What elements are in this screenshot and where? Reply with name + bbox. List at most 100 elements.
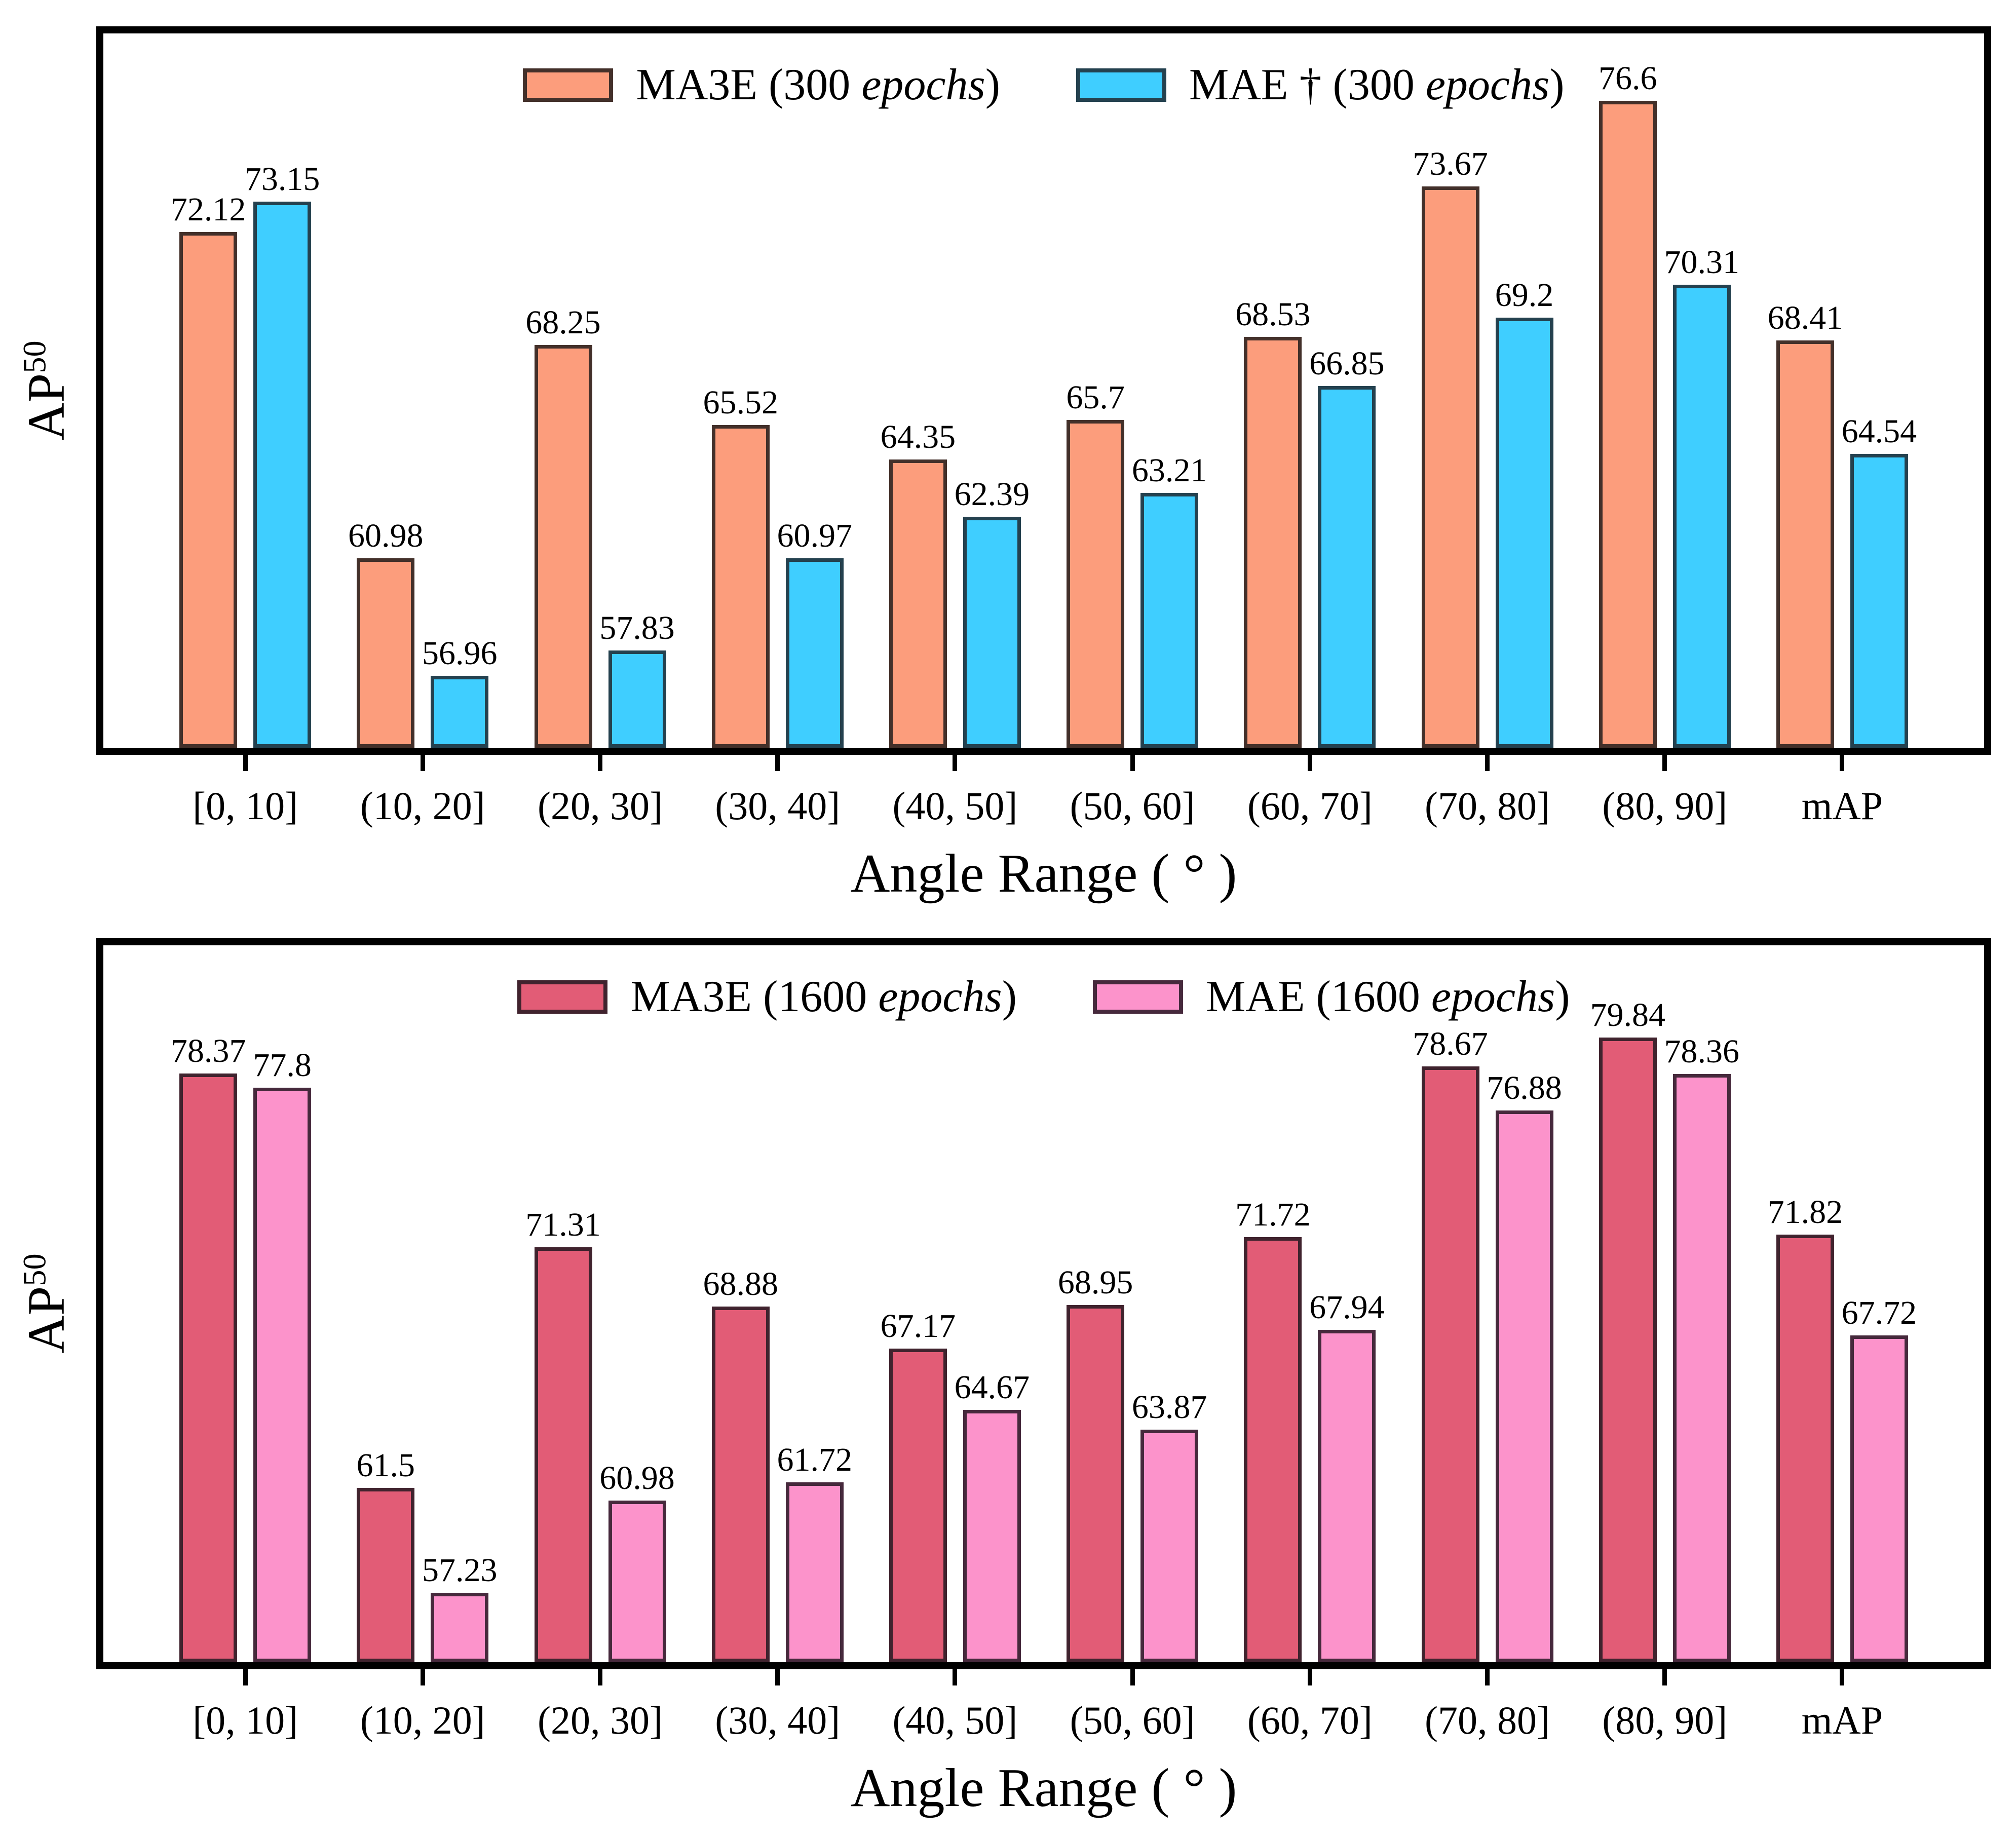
legend-label: MA3E (300 epochs) [636, 60, 1000, 109]
bar: 77.8 [253, 1049, 312, 1662]
bar-value-label: 61.72 [777, 1441, 852, 1479]
x-axis-label: Angle Range ( ° ) [850, 1758, 1237, 1818]
bar: 61.5 [357, 1448, 415, 1662]
legend-item-ma3e: MA3E (300 epochs) [523, 63, 1000, 107]
bar-value-label: 60.97 [777, 517, 852, 555]
y-axis-label: AP50 [16, 1253, 75, 1353]
x-axis-tick-labels: [0, 10] (10, 20] (20, 30] (30, 40] (40, 50] (… [157, 1699, 1931, 1742]
bar: 63.87 [1132, 1391, 1207, 1662]
bar-value-label: 71.31 [525, 1206, 601, 1243]
axis-tick [157, 1669, 334, 1686]
bar-value-label: 77.8 [253, 1047, 312, 1084]
axis-tick [689, 755, 866, 772]
bar-value-label: 68.25 [525, 304, 601, 341]
x-axis-ticks [157, 1669, 1931, 1686]
bar: 67.17 [881, 1310, 956, 1662]
bar: 64.54 [1842, 414, 1917, 748]
bar-value-label: 64.67 [954, 1369, 1030, 1406]
bar-group: 71.31 60.98 [511, 945, 689, 1662]
bar: 66.85 [1309, 347, 1385, 748]
bar: 57.23 [422, 1553, 498, 1662]
x-tick-label: (30, 40] [715, 1698, 841, 1742]
axis-tick [1044, 1669, 1221, 1686]
bar-value-label: 68.41 [1767, 299, 1843, 337]
bar: 60.98 [348, 519, 424, 748]
axis-tick [1044, 755, 1221, 772]
x-tick-label: (40, 50] [892, 1698, 1018, 1742]
bar: 78.36 [1664, 1034, 1739, 1662]
bar: 56.96 [422, 636, 498, 748]
legend: MA3E (300 epochs) MAE † (300 epochs) [103, 63, 1984, 107]
x-tick-label: (70, 80] [1425, 784, 1550, 828]
bar-value-label: 63.87 [1131, 1389, 1207, 1426]
legend-label: MAE (1600 epochs) [1206, 972, 1570, 1021]
bar-group: 68.53 66.85 [1221, 33, 1398, 748]
bar-value-label: 68.88 [703, 1266, 778, 1303]
bar: 71.31 [525, 1208, 601, 1662]
bar-value-label: 66.85 [1309, 345, 1385, 382]
x-tick-label: (10, 20] [360, 1698, 485, 1742]
bar-value-label: 70.31 [1664, 244, 1739, 281]
legend-item-ma3e: MA3E (1600 epochs) [517, 975, 1017, 1019]
bar: 73.67 [1413, 147, 1488, 748]
bar-value-label: 68.95 [1057, 1263, 1133, 1301]
bar: 76.6 [1599, 61, 1657, 748]
y-axis-label-superscript: 50 [16, 340, 53, 373]
bar-value-label: 76.88 [1487, 1069, 1562, 1106]
axis-tick [1576, 755, 1754, 772]
x-tick-label: mAP [1801, 1698, 1883, 1742]
bar: 63.21 [1132, 453, 1207, 748]
bar-groups: 78.37 77.8 61.5 57.23 71.31 60.98 68.88 61.72 67… [157, 945, 1931, 1662]
x-tick-label: [0, 10] [193, 1698, 298, 1742]
bar-value-label: 79.84 [1590, 996, 1665, 1034]
bar-value-label: 61.5 [356, 1446, 415, 1484]
bar: 64.35 [881, 420, 956, 748]
bar: 64.67 [955, 1371, 1030, 1662]
axis-tick [334, 1669, 511, 1686]
bar-value-label: 78.37 [170, 1032, 246, 1070]
bar: 61.72 [777, 1443, 852, 1662]
legend: MA3E (1600 epochs) MAE (1600 epochs) [103, 975, 1984, 1019]
x-tick-label: [0, 10] [193, 784, 298, 828]
y-axis-label-superscript: 50 [16, 1253, 53, 1286]
bar-group: 72.12 73.15 [157, 33, 334, 748]
bar: 62.39 [955, 478, 1030, 748]
y-axis-label-text: AP [17, 373, 75, 441]
x-axis-ticks [157, 755, 1931, 772]
legend-label: MA3E (1600 epochs) [630, 972, 1017, 1021]
bar: 78.37 [171, 1034, 246, 1662]
axis-tick [689, 1669, 866, 1686]
bar-value-label: 71.82 [1767, 1193, 1843, 1231]
axis-tick [1398, 755, 1576, 772]
bar: 57.83 [599, 611, 675, 748]
legend-swatch-ma3e [517, 980, 608, 1014]
x-tick-label: (30, 40] [715, 784, 841, 828]
x-tick-label: mAP [1801, 784, 1883, 828]
y-axis-label: AP50 [16, 340, 75, 441]
bar: 71.82 [1768, 1195, 1843, 1662]
bar-value-label: 60.98 [599, 1460, 675, 1497]
bar: 79.84 [1590, 999, 1665, 1662]
bar-groups: 72.12 73.15 60.98 56.96 68.25 57.83 65.52 60.97… [157, 33, 1931, 748]
bar-group: 68.41 64.54 [1754, 33, 1931, 748]
axis-tick [334, 755, 511, 772]
x-tick-label: (20, 30] [538, 784, 663, 828]
bar-value-label: 73.67 [1413, 145, 1488, 183]
bar: 72.12 [171, 193, 246, 748]
bar: 68.95 [1058, 1266, 1133, 1662]
bar-group: 67.17 64.67 [866, 945, 1044, 1662]
bar-value-label: 64.54 [1841, 412, 1917, 450]
x-axis-label: Angle Range ( ° ) [850, 844, 1237, 904]
bar-value-label: 76.6 [1598, 59, 1657, 97]
bar: 60.97 [777, 519, 852, 748]
bar-group: 73.67 69.2 [1398, 33, 1576, 748]
bar: 68.88 [703, 1268, 778, 1662]
legend-label: MAE † (300 epochs) [1189, 60, 1565, 109]
plot-area: MA3E (300 epochs) MAE † (300 epochs) 72.1… [96, 26, 1991, 755]
bar-value-label: 72.12 [170, 190, 246, 228]
bar-value-label: 60.98 [348, 517, 424, 554]
bar-value-label: 71.72 [1235, 1196, 1311, 1233]
legend-item-mae: MAE † (300 epochs) [1076, 63, 1565, 107]
bar: 60.98 [599, 1462, 675, 1662]
